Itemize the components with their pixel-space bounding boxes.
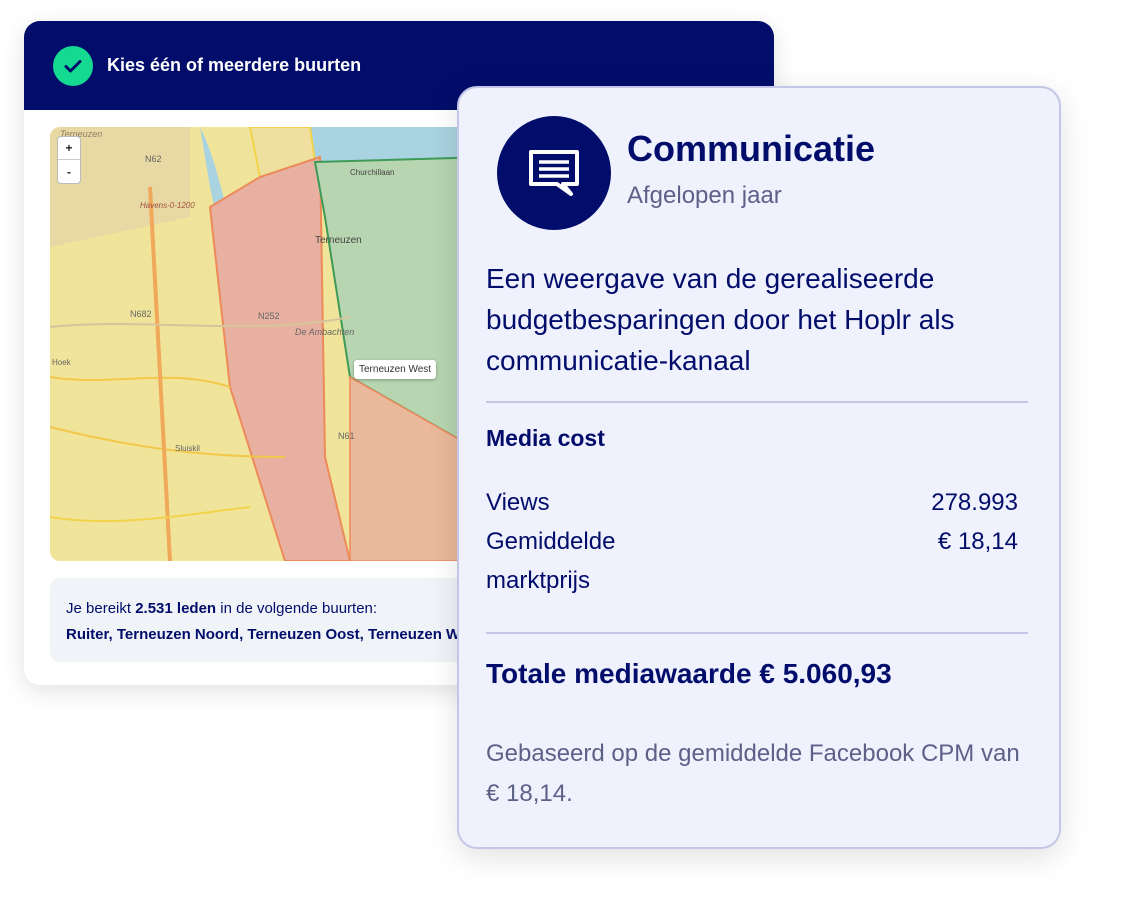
map-label: Havens-0-1200 [140,201,195,210]
map-label: Terneuzen [315,235,362,246]
reach-prefix: Je bereikt [66,600,136,617]
stat-value: 278.993 [931,489,1018,516]
footnote: Gebaseerd op de gemiddelde Facebook CPM … [486,740,1020,807]
total-media-value: Totale mediawaarde € 5.060,93 [486,658,892,689]
zoom-in-button[interactable]: + [58,137,80,160]
message-icon [497,116,611,230]
reach-summary: Je bereikt 2.531 leden in de volgende bu… [50,578,490,662]
stat-label: Views [486,489,550,516]
map-label: Hoek [52,358,72,367]
stat-row: Gemiddelde marktprijs € 18,14 [486,522,1018,600]
check-icon [53,45,93,86]
card-description: Een weergave van de gerealiseerde budget… [486,263,955,376]
zoom-out-button[interactable]: - [67,164,71,179]
map-label: N61 [338,431,355,441]
divider [486,401,1028,403]
neighbourhood-map[interactable]: Terneuzen N62 Havens-0-1200 N682 N252 De… [50,127,490,561]
map-label: N252 [258,311,280,321]
map-label: N682 [130,309,152,319]
selector-title: Kies één of meerdere buurten [107,55,362,75]
card-subtitle: Afgelopen jaar [627,182,782,209]
reach-count: 2.531 leden [135,600,217,617]
map-label: Sluiskil [175,444,200,453]
stat-value: € 18,14 [937,528,1018,555]
map-zoom-control: + - [57,136,81,184]
map-label: De Ambachten [295,327,354,337]
card-title: Communicatie [627,128,876,169]
neighbourhood-list: Ruiter, Terneuzen Noord, Terneuzen Oost,… [66,626,482,643]
map-tooltip: Terneuzen West [354,360,437,379]
map-label: Terneuzen [60,129,102,139]
stat-label: Gemiddelde marktprijs [486,528,616,594]
reach-suffix: in de volgende buurten: [216,600,378,617]
stat-row: Views 278.993 [486,483,1018,522]
communication-info-card: Communicatie Afgelopen jaar Een weergave… [457,86,1061,849]
map-label: N62 [145,154,162,164]
map-label: Churchillaan [350,168,394,177]
section-title: Media cost [486,425,605,451]
divider [486,632,1028,634]
